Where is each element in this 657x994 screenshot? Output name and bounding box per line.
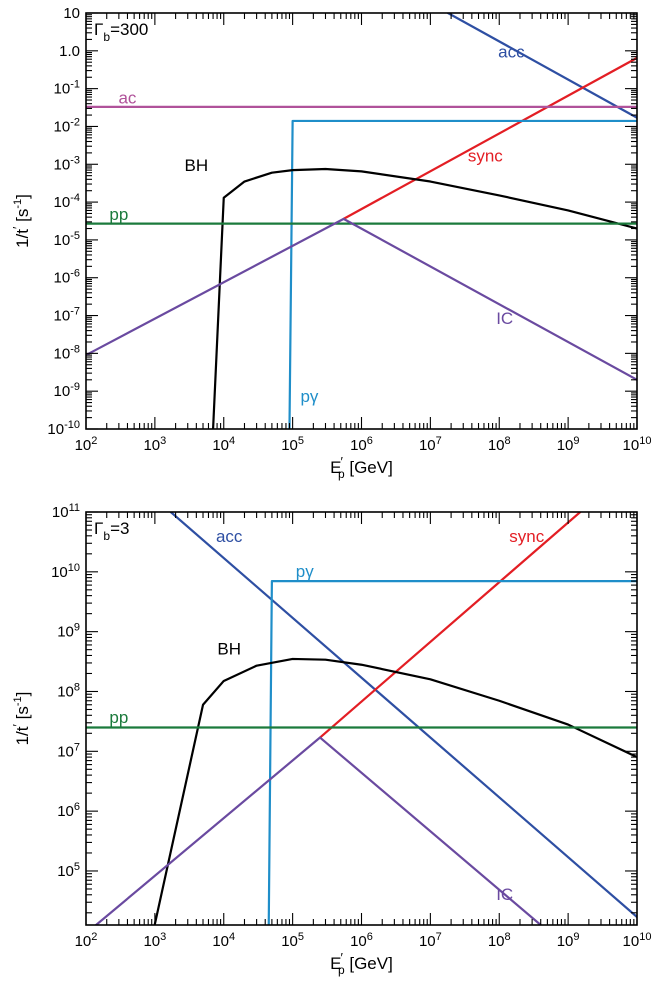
y-tick-label: 10-4: [54, 192, 80, 211]
series-label-acc: acc: [498, 43, 525, 62]
series-label-p: pγ: [300, 387, 318, 406]
series-label-ic: IC: [496, 885, 513, 904]
series-line-acc: [169, 512, 637, 919]
series-label-acc: acc: [216, 527, 243, 546]
y-tick-label: 10-7: [54, 306, 80, 325]
panel-label: Γb=300: [94, 20, 148, 44]
y-tick-label: 108: [57, 681, 80, 700]
x-tick-label: 105: [281, 931, 304, 950]
series-label-bh: BH: [185, 156, 209, 175]
y-tick-label: 1011: [52, 502, 80, 521]
x-tick-label: 105: [281, 435, 304, 454]
x-tick-label: 109: [557, 931, 580, 950]
series-label-ac: ac: [118, 88, 136, 107]
series-line-acc: [446, 13, 637, 119]
y-tick-label: 109: [57, 622, 80, 641]
plot-frame: [85, 12, 638, 430]
x-tick-label: 107: [419, 435, 442, 454]
series-label-sync: sync: [509, 527, 544, 546]
series-line-ic: [86, 217, 637, 381]
y-axis-title: 1/t′ [s-1]: [10, 194, 32, 248]
series-label-ic: IC: [496, 309, 513, 328]
y-tick-label: 10-8: [54, 343, 80, 362]
series-label-sync: sync: [468, 147, 503, 166]
y-tick-label: 107: [57, 741, 80, 760]
x-tick-label: 1010: [623, 435, 652, 454]
x-tick-label: 104: [212, 931, 235, 950]
tick-marks: [85, 12, 638, 430]
y-tick-label: 105: [57, 861, 80, 880]
x-tick-label: 104: [212, 435, 235, 454]
y-tick-label: 10-2: [54, 116, 80, 135]
series-line-bh: [153, 657, 637, 925]
series-line-p: [267, 579, 637, 925]
y-tick-label: 10: [63, 5, 80, 22]
series-group: [86, 512, 637, 925]
x-tick-label: 106: [350, 931, 373, 950]
series-line-p: [288, 119, 637, 429]
chart-panel-2: 102 103 104 105 106 107 108 109 1010 105 106 107 108…: [10, 502, 651, 977]
x-axis-title: E′ p [GeV]: [330, 950, 393, 977]
series-label-p: pγ: [296, 562, 314, 581]
y-tick-label: 10-1: [54, 79, 80, 98]
y-tick-label: 10-3: [54, 154, 80, 173]
x-tick-label: 103: [143, 931, 166, 950]
series-line-ic: [94, 736, 542, 925]
x-tick-label: 109: [557, 435, 580, 454]
series-label-pp: pp: [109, 708, 128, 727]
y-tick-label: 1.0: [59, 43, 80, 60]
x-axis-title: E′ p [GeV]: [330, 454, 393, 481]
y-axis-title: 1/t′ [s-1]: [10, 692, 32, 746]
series-group: [86, 13, 637, 429]
x-tick-label: 108: [488, 435, 511, 454]
tick-marks: [85, 511, 638, 925]
series-line-sync: [318, 512, 582, 739]
y-tick-label: 106: [57, 801, 80, 820]
x-tick-label: 1010: [623, 931, 652, 950]
series-line-bh: [211, 167, 637, 429]
chart-panel-1: 102 103 104 105 106 107 108 109 1010 10-10 10-9 10-…: [10, 5, 651, 481]
y-tick-label: 10-6: [54, 268, 80, 287]
panel-label: Γb=3: [94, 519, 129, 543]
series-line-sync: [342, 56, 637, 220]
y-tick-label: 10-10: [47, 419, 80, 438]
x-tick-label: 102: [75, 435, 98, 454]
series-label-pp: pp: [109, 205, 128, 224]
x-tick-label: 106: [350, 435, 373, 454]
y-tick-label: 1010: [51, 562, 80, 581]
y-tick-label: 10-9: [54, 381, 80, 400]
x-tick-label: 108: [488, 931, 511, 950]
x-tick-label: 103: [143, 435, 166, 454]
x-tick-label: 107: [419, 931, 442, 950]
x-tick-label: 102: [75, 931, 98, 950]
y-tick-label: 10-5: [54, 230, 80, 249]
series-label-bh: BH: [217, 640, 241, 659]
